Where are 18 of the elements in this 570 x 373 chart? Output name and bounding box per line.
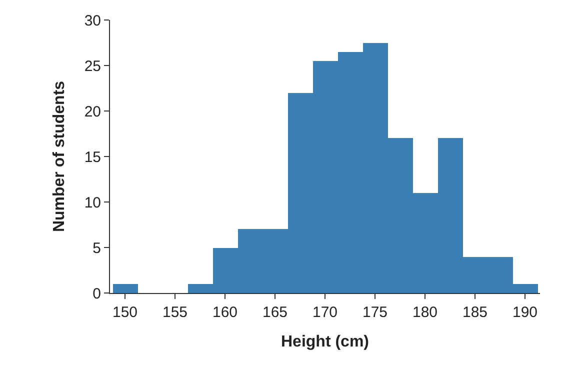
x-tick-label: 180: [412, 304, 438, 321]
x-tick-label: 155: [162, 304, 188, 321]
y-tick-label: 30: [84, 12, 101, 30]
x-tick-label: 175: [362, 304, 388, 321]
y-axis-title: Number of students: [51, 80, 68, 232]
x-tick-label: 160: [212, 304, 238, 321]
x-tick-label: 165: [262, 304, 288, 321]
x-axis-title: Height (cm): [281, 334, 369, 351]
y-tick-label: 10: [84, 194, 101, 212]
y-tick-label: 5: [92, 240, 101, 257]
x-tick-label: 185: [462, 304, 488, 321]
y-tick-label: 25: [84, 58, 101, 75]
x-tick-label: 170: [312, 304, 338, 321]
x-tick-label: 150: [112, 304, 138, 321]
x-tick-label: 190: [512, 304, 538, 321]
y-tick-label: 0: [92, 285, 101, 302]
y-tick-label: 20: [84, 103, 101, 120]
y-tick-label: 15: [84, 148, 101, 166]
